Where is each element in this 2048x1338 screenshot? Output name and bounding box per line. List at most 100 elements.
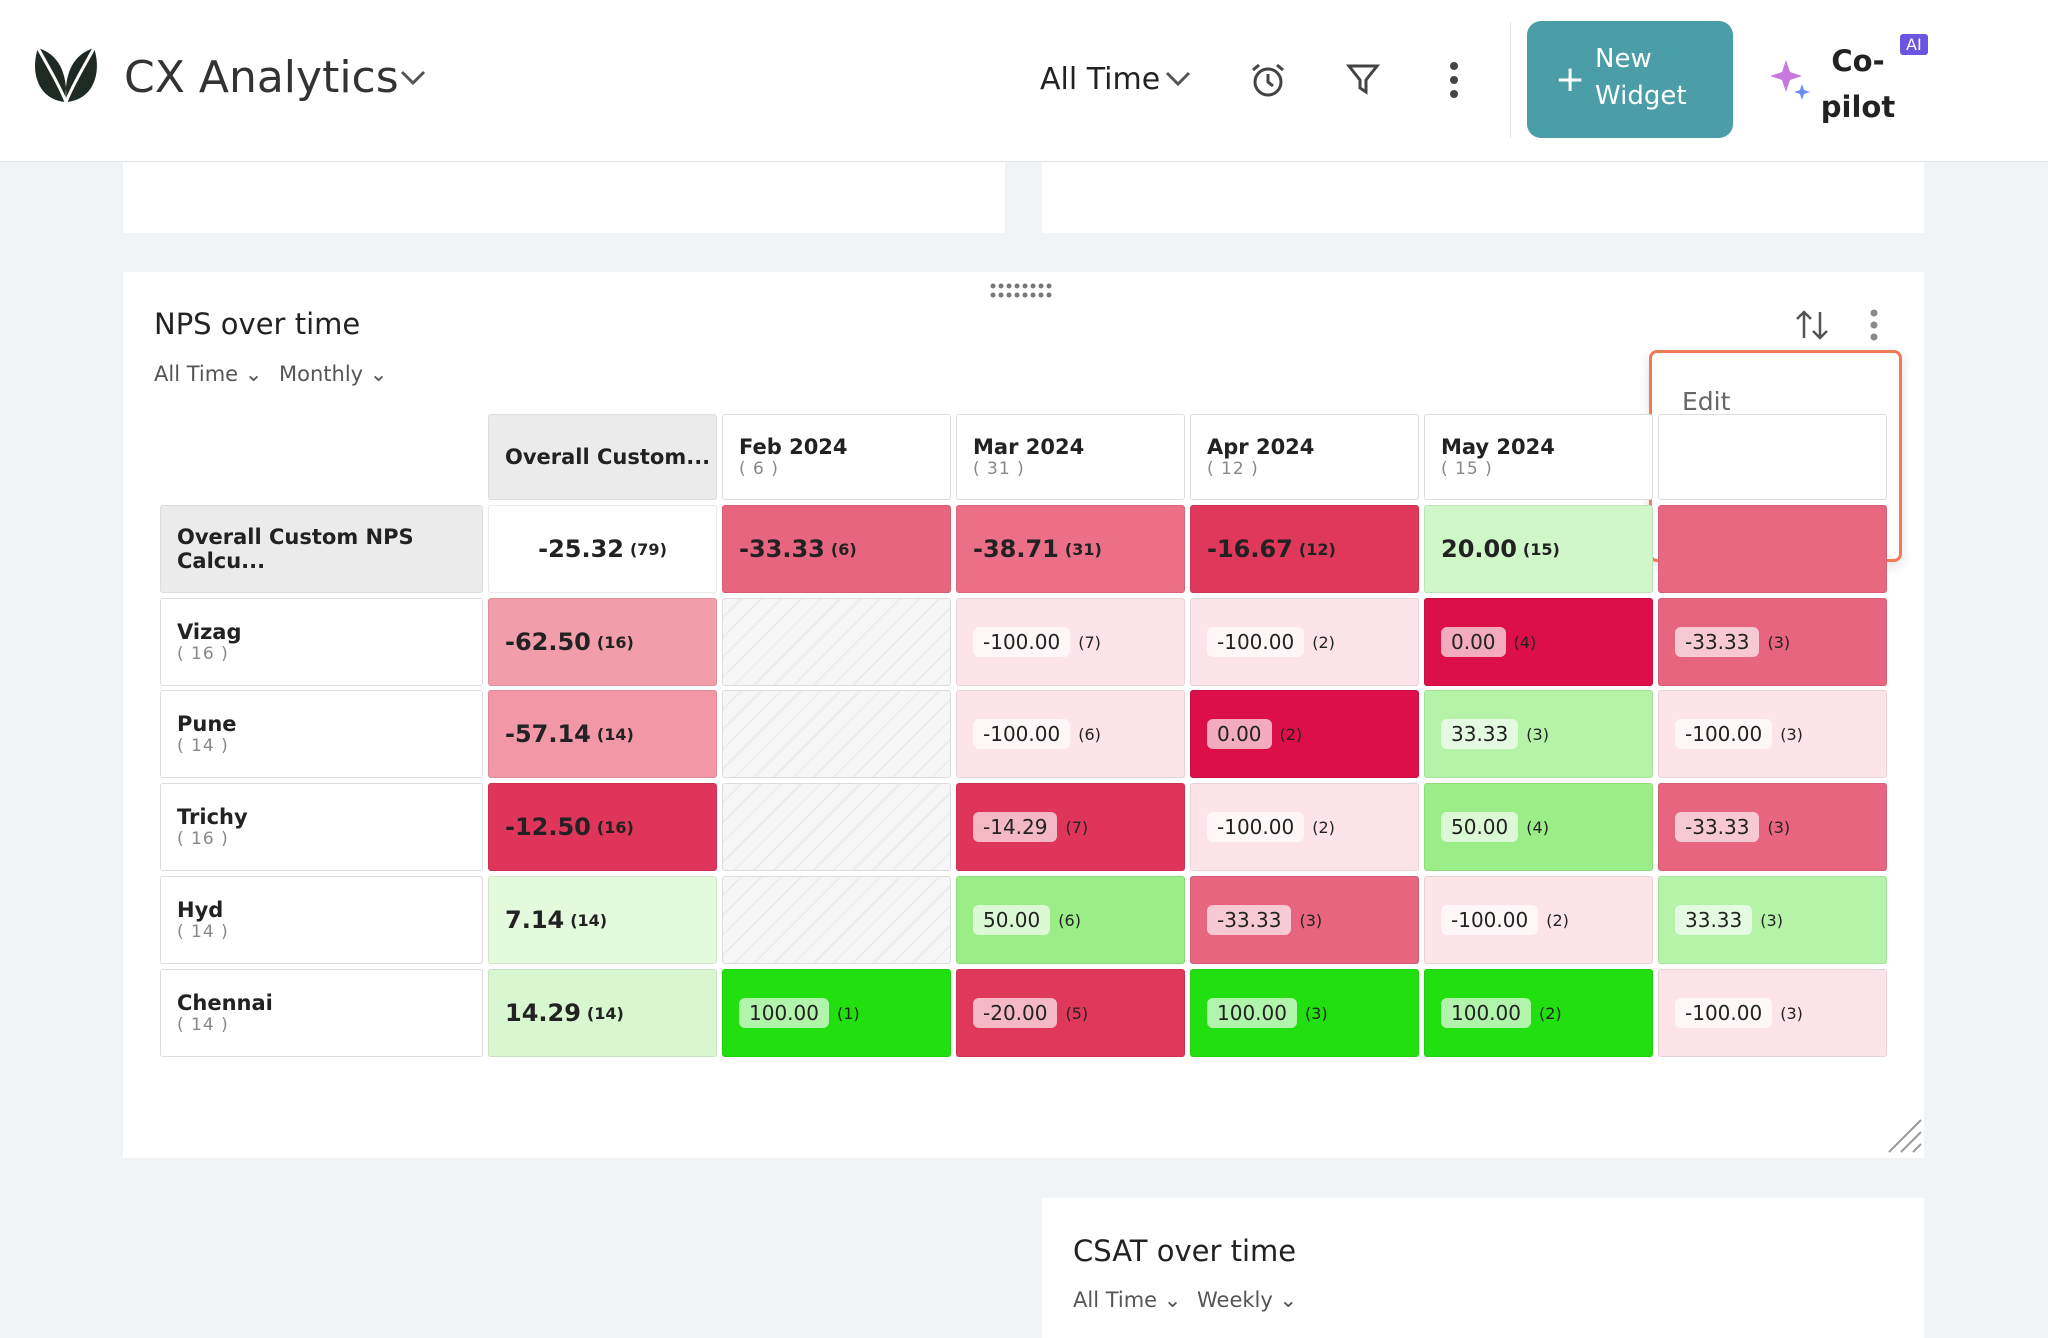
cell-value: 20.00 [1441, 535, 1517, 563]
heatmap-cell[interactable]: -12.50 (16) [488, 783, 717, 871]
heatmap-cell[interactable]: -100.00 (2) [1190, 598, 1419, 686]
title-dropdown[interactable] [398, 68, 428, 88]
row-count: ( 16 ) [177, 644, 229, 664]
cell-count: (3) [1299, 910, 1323, 930]
heatmap-cell[interactable]: 100.00 (3) [1190, 969, 1419, 1057]
copilot[interactable]: Co-pilot [1820, 44, 1896, 124]
sort-icon[interactable] [1795, 308, 1829, 342]
alarm-icon[interactable] [1250, 62, 1286, 98]
heatmap-cell[interactable]: -33.33 (3) [1658, 598, 1887, 686]
column-header: Feb 2024( 6 ) [722, 414, 951, 500]
row-label: Trichy [177, 805, 248, 829]
cell-value: -62.50 [505, 628, 591, 656]
heatmap-cell[interactable]: 7.14 (14) [488, 876, 717, 964]
cell-value: 33.33 [1441, 719, 1519, 749]
row-header: Hyd( 14 ) [160, 876, 483, 964]
heatmap-cell[interactable]: 50.00 (4) [1424, 783, 1653, 871]
column-label: May 2024 [1441, 435, 1555, 459]
cell-value: -33.33 [739, 535, 825, 563]
heatmap-cell[interactable]: -16.67 (12) [1190, 505, 1419, 593]
heatmap-cell[interactable]: 33.33 (3) [1658, 876, 1887, 964]
heatmap-cell[interactable]: 100.00 (1) [722, 969, 951, 1057]
cell-value: -20.00 [973, 998, 1058, 1028]
cell-count: (12) [1298, 539, 1336, 559]
more-icon[interactable] [1867, 308, 1881, 342]
column-label: Feb 2024 [739, 435, 848, 459]
time-filter[interactable]: All Time ⌄ [154, 362, 263, 386]
cell-count: (7) [1078, 632, 1101, 652]
cell-count: (15) [1522, 539, 1560, 559]
heatmap-cell[interactable]: -100.00 (3) [1658, 690, 1887, 778]
heatmap-cell[interactable]: 33.33 (3) [1424, 690, 1653, 778]
row-label: Overall Custom NPS Calcu... [177, 525, 414, 573]
cell-value: 0.00 [1207, 719, 1272, 749]
cell-value: -16.67 [1207, 535, 1293, 563]
cell-value: -33.33 [1675, 627, 1760, 657]
cell-count: (14) [570, 910, 608, 930]
cell-count: (2) [1546, 910, 1569, 930]
cell-value: -57.14 [505, 720, 591, 748]
heatmap-cell[interactable]: 0.00 (4) [1424, 598, 1653, 686]
heatmap-cell[interactable]: -100.00 (2) [1424, 876, 1653, 964]
sparkle-icon [1770, 60, 1810, 100]
cell-count: (3) [1780, 1003, 1803, 1023]
resize-handle[interactable] [1887, 1118, 1923, 1154]
heatmap-cell[interactable]: 14.29 (14) [488, 969, 717, 1057]
cell-value: -100.00 [1675, 719, 1773, 749]
time-filter[interactable]: All Time [1040, 62, 1161, 97]
chevron [1165, 71, 1191, 87]
heatmap-cell[interactable]: 20.00 (15) [1424, 505, 1653, 593]
time-filter[interactable]: All Time ⌄ [1073, 1288, 1182, 1312]
heatmap-cell[interactable]: -62.50 (16) [488, 598, 717, 686]
heatmap-cell[interactable]: 100.00 (2) [1424, 969, 1653, 1057]
column-count: ( 6 ) [739, 459, 779, 479]
cell-value: -12.50 [505, 813, 591, 841]
heatmap-cell[interactable]: 0.00 (2) [1190, 690, 1419, 778]
cell-count: (6) [1078, 724, 1101, 744]
cell-count: (4) [1513, 632, 1537, 652]
cell-count: (3) [1304, 1003, 1328, 1023]
row-header: Overall Custom NPS Calcu... [160, 505, 483, 593]
heatmap-cell[interactable]: -33.33 (3) [1658, 783, 1887, 871]
row-count: ( 14 ) [177, 736, 229, 756]
row-header: Vizag( 16 ) [160, 598, 483, 686]
heatmap-cell[interactable] [1658, 505, 1887, 593]
heatmap-cell [722, 598, 951, 686]
cell-value: 14.29 [505, 999, 581, 1027]
ai-badge: AI [1900, 34, 1928, 55]
cell-count: (2) [1312, 632, 1335, 652]
heatmap-cell[interactable]: 50.00 (6) [956, 876, 1185, 964]
heatmap-cell[interactable]: -100.00 (2) [1190, 783, 1419, 871]
cell-count: (1) [836, 1003, 860, 1023]
cell-value: 50.00 [973, 905, 1051, 935]
column-header: Apr 2024( 12 ) [1190, 414, 1419, 500]
filter-icon[interactable] [1346, 62, 1380, 98]
cell-count: (7) [1065, 817, 1089, 837]
heatmap-cell[interactable]: -14.29 (7) [956, 783, 1185, 871]
widget-title: CSAT over time [1073, 1234, 1297, 1268]
plus: + [1555, 59, 1586, 100]
cell-count: (3) [1760, 910, 1783, 930]
heatmap-cell[interactable]: -100.00 (6) [956, 690, 1185, 778]
drag-handle[interactable] [989, 282, 1059, 300]
granularity-filter[interactable]: Monthly ⌄ [279, 362, 388, 386]
granularity-filter[interactable]: Weekly ⌄ [1197, 1288, 1298, 1312]
menu-item[interactable]: Edit [1682, 387, 1731, 416]
new-widget-button[interactable]: + New Widget [1527, 21, 1733, 138]
heatmap-cell[interactable]: -100.00 (7) [956, 598, 1185, 686]
heatmap-cell[interactable]: -25.32 (79) [488, 505, 717, 593]
cell-value: 50.00 [1441, 812, 1519, 842]
heatmap-cell[interactable]: -33.33 (3) [1190, 876, 1419, 964]
heatmap-cell[interactable]: -33.33 (6) [722, 505, 951, 593]
heatmap-cell[interactable]: -20.00 (5) [956, 969, 1185, 1057]
cell-value: -100.00 [1441, 905, 1539, 935]
button-label: New Widget [1595, 44, 1687, 111]
heatmap-cell[interactable]: -100.00 (3) [1658, 969, 1887, 1057]
heatmap-cell[interactable]: -57.14 (14) [488, 690, 717, 778]
cell-count: (6) [1058, 910, 1081, 930]
label: All Time [154, 362, 239, 386]
more-icon[interactable] [1444, 60, 1464, 100]
row-header: Pune( 14 ) [160, 690, 483, 778]
row-count: ( 14 ) [177, 1015, 229, 1035]
heatmap-cell[interactable]: -38.71 (31) [956, 505, 1185, 593]
